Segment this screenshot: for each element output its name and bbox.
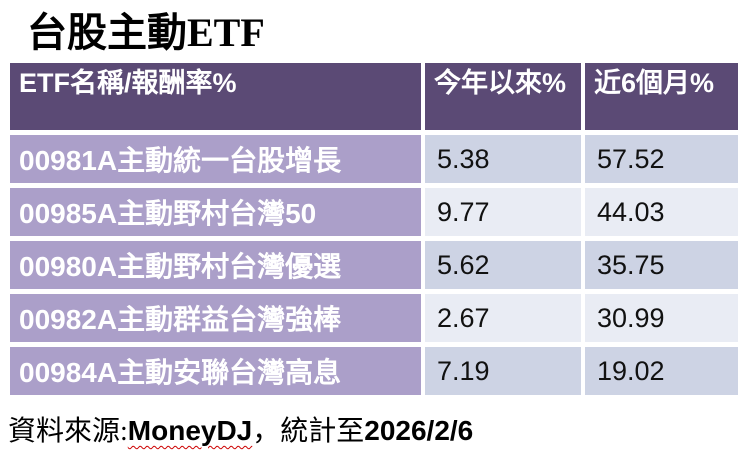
ytd-value-cell: 9.77 (425, 188, 581, 236)
etf-name-cell: 00980A主動野村台灣優選 (10, 241, 421, 289)
six-month-value-cell: 44.03 (585, 188, 738, 236)
six-month-value-cell: 57.52 (585, 135, 738, 183)
six-month-value-cell: 19.02 (585, 347, 738, 395)
column-header-ytd: 今年以來% (425, 63, 581, 130)
etf-name-cell: 00981A主動統一台股增長 (10, 135, 421, 183)
source-label: 資料來源: (8, 416, 128, 447)
column-header-etf-name: ETF名稱/報酬率% (10, 63, 421, 130)
column-header-six-month: 近6個月% (585, 63, 738, 130)
etf-name-cell: 00985A主動野村台灣50 (10, 188, 421, 236)
etf-name-cell: 00982A主動群益台灣強棒 (10, 294, 421, 342)
data-source-note: 資料來源:MoneyDJ，統計至2026/2/6 (8, 409, 473, 449)
ytd-value-cell: 5.38 (425, 135, 581, 183)
six-month-value-cell: 30.99 (585, 294, 738, 342)
page-title: 台股主動ETF (27, 10, 265, 55)
etf-returns-table: ETF名稱/報酬率% 今年以來% 近6個月% 00981A主動統一台股增長 5.… (10, 63, 738, 395)
source-name: MoneyDJ (127, 415, 253, 446)
ytd-value-cell: 2.67 (425, 294, 581, 342)
source-date: 2026/2/6 (364, 415, 474, 446)
source-separator: ，統計至 (252, 416, 365, 447)
ytd-value-cell: 5.62 (425, 241, 581, 289)
etf-name-cell: 00984A主動安聯台灣高息 (10, 347, 421, 395)
ytd-value-cell: 7.19 (425, 347, 581, 395)
six-month-value-cell: 35.75 (585, 241, 738, 289)
